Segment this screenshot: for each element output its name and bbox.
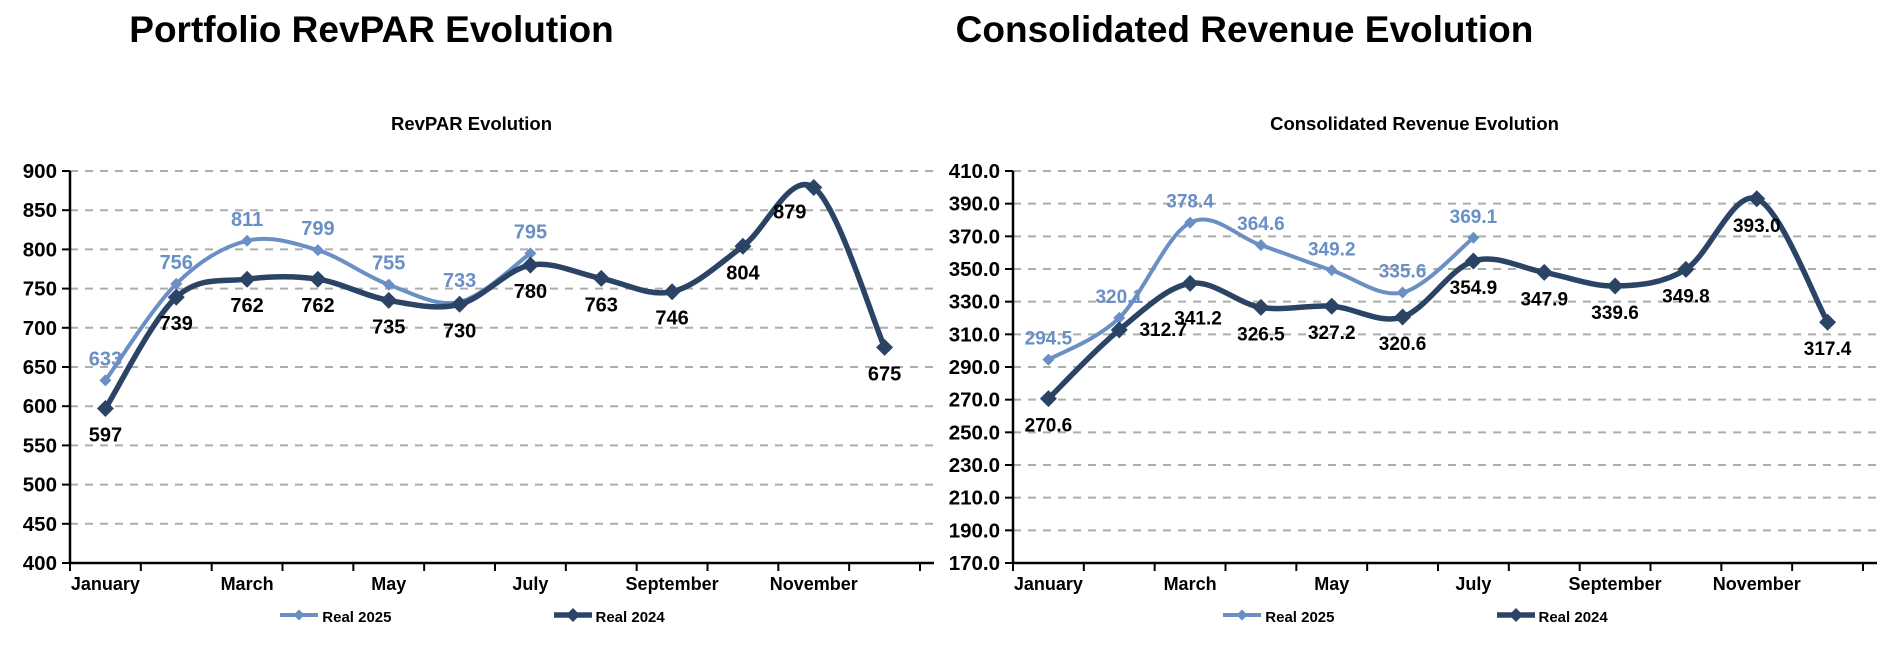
line-diamond-marker-icon — [1221, 606, 1263, 629]
svg-text:230.0: 230.0 — [949, 454, 1000, 477]
svg-text:900: 900 — [23, 160, 57, 183]
svg-text:369.1: 369.1 — [1450, 207, 1498, 228]
svg-text:811: 811 — [231, 209, 263, 231]
svg-text:May: May — [371, 574, 406, 594]
svg-text:410.0: 410.0 — [949, 160, 1000, 183]
legend-item-real-2025: Real 2025 — [278, 606, 392, 629]
svg-text:733: 733 — [443, 270, 476, 292]
svg-text:310.0: 310.0 — [949, 323, 1000, 346]
svg-text:393.0: 393.0 — [1733, 216, 1781, 237]
svg-text:739: 739 — [160, 313, 193, 335]
svg-text:364.6: 364.6 — [1237, 214, 1285, 235]
svg-text:347.9: 347.9 — [1520, 289, 1568, 310]
svg-text:January: January — [71, 574, 140, 594]
svg-text:341.2: 341.2 — [1174, 308, 1222, 329]
svg-text:335.6: 335.6 — [1379, 262, 1427, 283]
svg-text:675: 675 — [868, 363, 901, 385]
svg-text:354.9: 354.9 — [1450, 278, 1498, 299]
svg-text:250.0: 250.0 — [949, 421, 1000, 444]
legend-item-real-2024: Real 2024 — [1495, 606, 1608, 629]
svg-text:November: November — [770, 574, 858, 594]
legend-revpar: Real 2025 Real 2024 — [0, 606, 943, 629]
svg-text:746: 746 — [655, 308, 688, 330]
line-diamond-marker-icon — [552, 606, 594, 629]
svg-text:July: July — [512, 574, 548, 594]
svg-text:210.0: 210.0 — [949, 487, 1000, 510]
revenue-chart-panel: Consolidated Revenue Evolution Consolida… — [943, 0, 1886, 654]
svg-text:550: 550 — [23, 434, 57, 457]
legend-label: Real 2025 — [322, 608, 392, 626]
svg-text:650: 650 — [23, 356, 57, 379]
svg-text:756: 756 — [160, 252, 193, 274]
svg-text:320.1: 320.1 — [1095, 287, 1143, 308]
svg-text:312.7: 312.7 — [1139, 320, 1187, 341]
svg-text:795: 795 — [514, 221, 547, 243]
svg-text:330.0: 330.0 — [949, 291, 1000, 314]
legend-item-real-2024: Real 2024 — [552, 606, 665, 629]
svg-text:294.5: 294.5 — [1025, 329, 1073, 350]
svg-text:170.0: 170.0 — [949, 552, 1000, 575]
svg-text:September: September — [1569, 574, 1662, 594]
svg-text:750: 750 — [23, 278, 57, 301]
line-diamond-marker-icon — [278, 606, 320, 629]
line-diamond-marker-icon — [1495, 606, 1537, 629]
svg-text:378.4: 378.4 — [1166, 192, 1214, 213]
svg-text:350.0: 350.0 — [949, 258, 1000, 281]
svg-text:190.0: 190.0 — [949, 519, 1000, 542]
revenue-line-chart: 410.0 390.0 370.0 350.0 330.0 310.0 290.0 270.0… — [949, 160, 1877, 594]
svg-text:349.8: 349.8 — [1662, 286, 1710, 307]
revpar-chart-panel: Portfolio RevPAR Evolution RevPAR Evolut… — [0, 9, 943, 629]
revpar-line-chart: 900 850 800 750 700 650 600 550 500 450 400 January… — [23, 160, 934, 594]
svg-text:400: 400 — [23, 552, 57, 575]
svg-text:290.0: 290.0 — [949, 356, 1000, 379]
svg-text:762: 762 — [301, 295, 334, 317]
svg-text:500: 500 — [23, 474, 57, 497]
svg-text:450: 450 — [23, 513, 57, 536]
svg-text:January: January — [1014, 574, 1083, 594]
page-title-revpar: Portfolio RevPAR Evolution — [129, 9, 614, 50]
legend-label: Real 2024 — [595, 608, 665, 626]
svg-text:800: 800 — [23, 238, 57, 261]
svg-text:804: 804 — [726, 262, 760, 284]
svg-text:763: 763 — [585, 294, 618, 316]
chart-title-revenue: Consolidated Revenue Evolution — [1270, 113, 1559, 134]
svg-text:March: March — [221, 574, 274, 594]
svg-text:270.6: 270.6 — [1025, 416, 1073, 437]
svg-text:762: 762 — [230, 295, 263, 317]
svg-text:879: 879 — [773, 201, 806, 223]
svg-text:600: 600 — [23, 395, 57, 418]
svg-text:850: 850 — [23, 199, 57, 222]
svg-text:339.6: 339.6 — [1591, 303, 1639, 324]
svg-text:327.2: 327.2 — [1308, 323, 1356, 344]
svg-text:799: 799 — [301, 218, 334, 240]
svg-text:September: September — [626, 574, 719, 594]
page-title-revenue: Consolidated Revenue Evolution — [955, 9, 1534, 50]
svg-text:March: March — [1164, 574, 1217, 594]
svg-text:700: 700 — [23, 317, 57, 340]
svg-text:735: 735 — [372, 316, 405, 338]
svg-text:270.0: 270.0 — [949, 389, 1000, 412]
svg-text:730: 730 — [443, 320, 476, 342]
svg-text:349.2: 349.2 — [1308, 239, 1356, 260]
svg-text:326.5: 326.5 — [1237, 324, 1285, 345]
svg-text:370.0: 370.0 — [949, 225, 1000, 248]
legend-label: Real 2025 — [1265, 608, 1335, 626]
svg-text:November: November — [1713, 574, 1801, 594]
svg-text:May: May — [1314, 574, 1349, 594]
svg-text:755: 755 — [372, 253, 405, 275]
svg-text:July: July — [1455, 574, 1491, 594]
svg-text:390.0: 390.0 — [949, 193, 1000, 216]
svg-text:597: 597 — [89, 425, 122, 447]
legend-revenue: Real 2025 Real 2024 — [943, 606, 1886, 629]
svg-text:317.4: 317.4 — [1804, 339, 1852, 360]
legend-item-real-2025: Real 2025 — [1221, 606, 1335, 629]
chart-title-revpar: RevPAR Evolution — [390, 113, 553, 134]
svg-text:320.6: 320.6 — [1379, 334, 1427, 355]
svg-text:633: 633 — [89, 348, 122, 370]
legend-label: Real 2024 — [1538, 608, 1608, 626]
svg-text:780: 780 — [514, 281, 547, 303]
